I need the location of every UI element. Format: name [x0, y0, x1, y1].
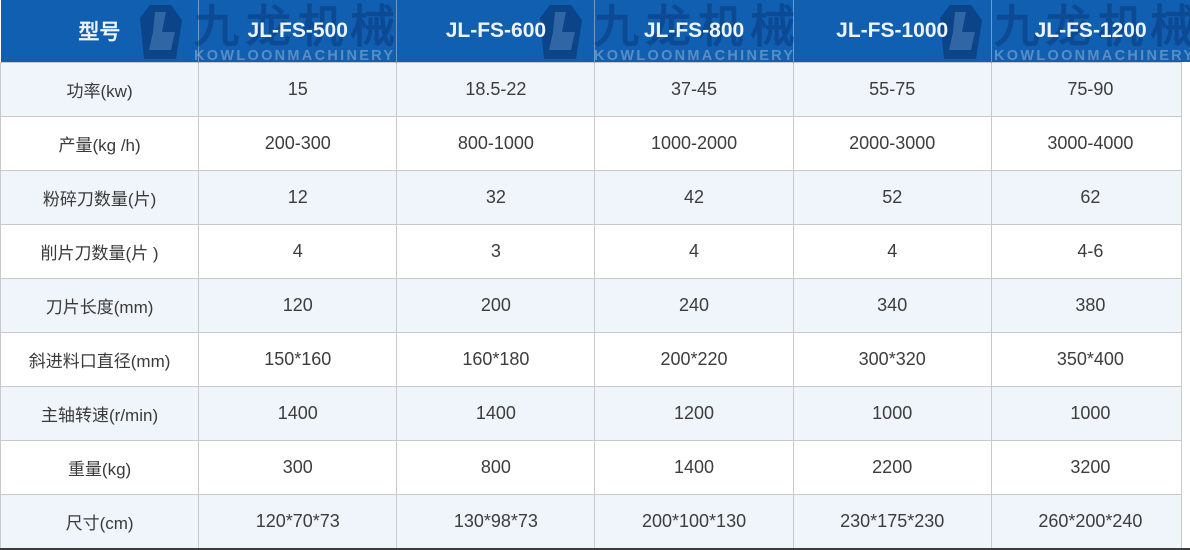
spec-value-cell: 200: [396, 278, 596, 333]
spec-value-cell: 4-6: [990, 224, 1190, 279]
spec-value-cell: 18.5-22: [396, 62, 596, 117]
spec-value-cell: 1400: [594, 440, 794, 495]
spec-value-cell: 800-1000: [396, 116, 596, 171]
column-header-model: 型号: [0, 0, 200, 63]
header-row: 型号 JL-FS-500 JL-FS-600 JL-FS-800 JL-FS-1…: [0, 0, 1190, 63]
column-header-label: JL-FS-500: [247, 19, 348, 42]
spec-table-body: 功率(kw) 15 18.5-22 37-45 55-75 75-90 产量(k…: [0, 62, 1190, 548]
column-header-label: JL-FS-800: [643, 19, 745, 42]
spec-value-cell: 200-300: [198, 116, 398, 171]
spec-value-cell: 1000: [792, 386, 992, 441]
column-header-jl-fs-600: JL-FS-600: [396, 0, 596, 63]
spec-value-cell: 62: [990, 170, 1190, 225]
spec-value-cell: 55-75: [792, 62, 992, 117]
spec-value-cell: 300*320: [792, 332, 992, 387]
spec-value-cell: 75-90: [990, 62, 1190, 117]
row-label: 尺寸(cm): [0, 494, 200, 548]
spec-value-cell: 120: [198, 278, 398, 333]
row-label: 斜进料口直径(mm): [0, 332, 200, 387]
spec-value-cell: 4: [792, 224, 992, 279]
spec-value-cell: 2200: [792, 440, 992, 495]
row-label: 刀片长度(mm): [0, 278, 200, 333]
spec-value-cell: 37-45: [594, 62, 794, 117]
column-header-label: JL-FS-600: [445, 19, 547, 42]
spec-value-cell: 160*180: [396, 332, 596, 387]
row-label: 削片刀数量(片 ): [0, 224, 200, 279]
column-header-jl-fs-1200: JL-FS-1200: [991, 0, 1190, 63]
spec-value-cell: 1200: [594, 386, 794, 441]
spec-value-cell: 1000: [990, 386, 1190, 441]
table-row-output: 产量(kg /h) 200-300 800-1000 1000-2000 200…: [0, 116, 1190, 171]
spec-value-cell: 1000-2000: [594, 116, 794, 171]
table-row-chipping-blades: 削片刀数量(片 ) 4 3 4 4 4-6: [0, 224, 1190, 279]
row-label: 产量(kg /h): [0, 116, 200, 171]
table-row-power: 功率(kw) 15 18.5-22 37-45 55-75 75-90: [0, 62, 1190, 117]
spec-value-cell: 120*70*73: [198, 494, 398, 548]
column-header-jl-fs-1000: JL-FS-1000: [793, 0, 992, 63]
spec-value-cell: 380: [990, 278, 1190, 333]
row-label: 重量(kg): [0, 440, 200, 495]
table-right-gutter: [1181, 62, 1190, 548]
spec-value-cell: 240: [594, 278, 794, 333]
spec-value-cell: 3: [396, 224, 596, 279]
spec-value-cell: 12: [198, 170, 398, 225]
spec-value-cell: 2000-3000: [792, 116, 992, 171]
spec-value-cell: 150*160: [198, 332, 398, 387]
spec-value-cell: 340: [792, 278, 992, 333]
row-label: 主轴转速(r/min): [0, 386, 200, 441]
spec-value-cell: 200*220: [594, 332, 794, 387]
spec-value-cell: 130*98*73: [396, 494, 596, 548]
spec-value-cell: 1400: [396, 386, 596, 441]
spec-value-cell: 32: [396, 170, 596, 225]
spec-value-cell: 350*400: [990, 332, 1190, 387]
table-row-crushing-blades: 粉碎刀数量(片) 12 32 42 52 62: [0, 170, 1190, 225]
column-header-label: JL-FS-1000: [836, 19, 949, 42]
table-row-dimensions: 尺寸(cm) 120*70*73 130*98*73 200*100*130 2…: [0, 494, 1190, 548]
row-label: 粉碎刀数量(片): [0, 170, 200, 225]
column-header-jl-fs-500: JL-FS-500: [198, 0, 398, 63]
spec-value-cell: 42: [594, 170, 794, 225]
spec-value-cell: 4: [594, 224, 794, 279]
spec-value-cell: 3200: [990, 440, 1190, 495]
table-row-weight: 重量(kg) 300 800 1400 2200 3200: [0, 440, 1190, 495]
table-row-feed-port: 斜进料口直径(mm) 150*160 160*180 200*220 300*3…: [0, 332, 1190, 387]
spec-value-cell: 3000-4000: [990, 116, 1190, 171]
spec-value-cell: 800: [396, 440, 596, 495]
spec-value-cell: 4: [198, 224, 398, 279]
spec-value-cell: 300: [198, 440, 398, 495]
spec-value-cell: 260*200*240: [990, 494, 1190, 548]
column-header-label: JL-FS-1200: [1034, 19, 1147, 42]
spec-value-cell: 1400: [198, 386, 398, 441]
row-label: 功率(kw): [0, 62, 200, 117]
spec-value-cell: 230*175*230: [792, 494, 992, 548]
spec-table-header: 型号 JL-FS-500 JL-FS-600 JL-FS-800 JL-FS-1…: [0, 0, 1190, 63]
spec-value-cell: 200*100*130: [594, 494, 794, 548]
table-row-spindle-speed: 主轴转速(r/min) 1400 1400 1200 1000 1000: [0, 386, 1190, 441]
column-header-jl-fs-800: JL-FS-800: [594, 0, 794, 63]
table-row-blade-length: 刀片长度(mm) 120 200 240 340 380: [0, 278, 1190, 333]
spec-value-cell: 52: [792, 170, 992, 225]
column-header-label: 型号: [78, 21, 121, 44]
spec-value-cell: 15: [198, 62, 398, 117]
